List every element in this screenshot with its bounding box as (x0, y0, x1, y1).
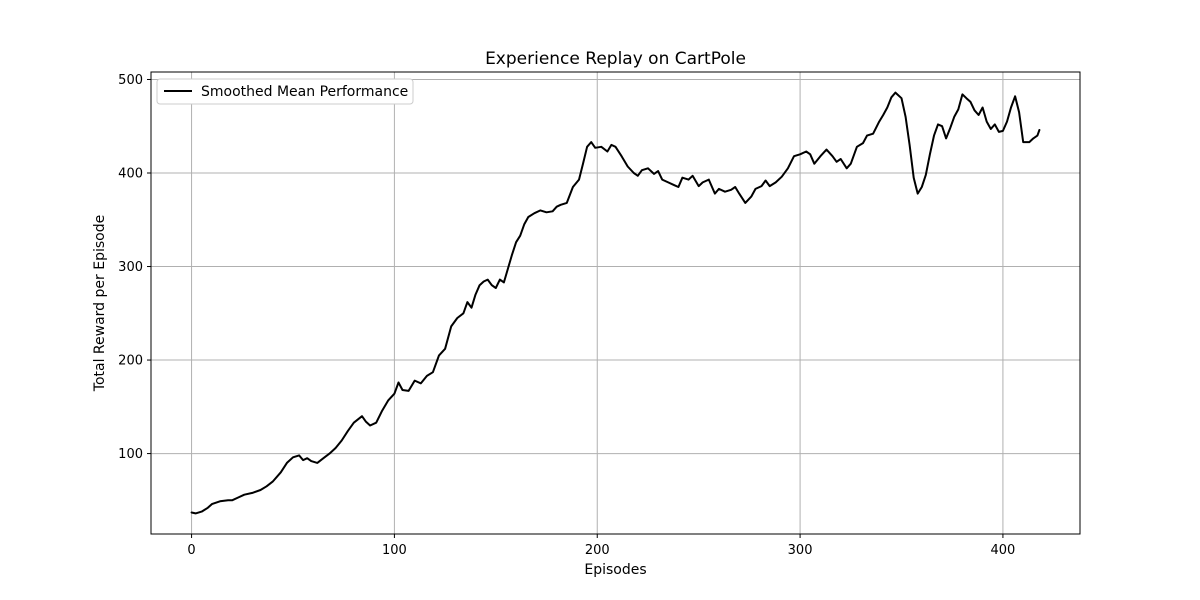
x-tick-label: 400 (991, 543, 1016, 558)
x-axis-label: Episodes (584, 562, 646, 578)
series-layer (190, 91, 1041, 515)
legend: Smoothed Mean Performance (156, 78, 414, 105)
ticks: 0 100 200 300 400 100 200 300 400 500 (118, 73, 1015, 558)
y-axis-label: Total Reward per Episode (92, 215, 108, 392)
x-tick-label: 200 (585, 543, 610, 558)
grid (151, 72, 1080, 534)
x-tick-label: 0 (187, 543, 195, 558)
x-tick-label: 100 (382, 543, 407, 558)
y-tick-label: 100 (118, 447, 143, 462)
legend-box (156, 78, 414, 105)
y-tick-label: 400 (118, 167, 143, 182)
y-tick-label: 500 (118, 73, 143, 88)
legend-label: Smoothed Mean Performance (201, 84, 408, 100)
series-line (190, 91, 1041, 515)
y-tick-label: 300 (118, 260, 143, 275)
plot-frame (150, 71, 1081, 535)
y-tick-label: 200 (118, 354, 143, 369)
x-tick-label: 300 (788, 543, 813, 558)
chart-title: Experience Replay on CartPole (485, 49, 746, 69)
